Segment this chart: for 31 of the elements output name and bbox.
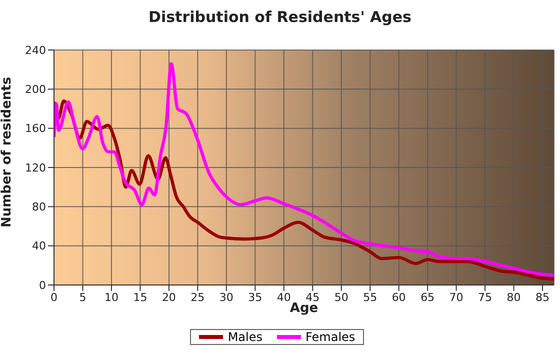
x-tick-label: 65 xyxy=(420,290,435,304)
y-axis-title: Number of residents xyxy=(0,76,15,228)
y-tick-label: 200 xyxy=(25,83,46,96)
x-tick-label: 40 xyxy=(276,290,291,304)
x-tick-label: 70 xyxy=(449,290,464,304)
x-tick-label: 75 xyxy=(478,290,492,304)
x-tick-label: 50 xyxy=(334,290,348,304)
x-tick-label: 10 xyxy=(104,290,118,304)
x-tick-label: 20 xyxy=(162,290,176,304)
x-tick-label: 35 xyxy=(248,290,262,304)
x-tick-label: 30 xyxy=(219,290,234,304)
y-tick-label: 120 xyxy=(25,161,46,174)
y-tick-label: 80 xyxy=(32,200,46,214)
x-tick-label: 85 xyxy=(536,290,550,304)
y-tick-label: 40 xyxy=(32,240,46,253)
x-tick-label: 60 xyxy=(392,290,406,304)
x-tick-label: 55 xyxy=(363,290,378,304)
chart-title: Distribution of Residents' Ages xyxy=(148,8,412,26)
x-tick-label: 45 xyxy=(306,290,320,304)
legend-label: Females xyxy=(306,330,356,344)
x-tick-label: 0 xyxy=(50,290,58,304)
y-tick-label: 0 xyxy=(39,278,46,292)
legend-label: Males xyxy=(228,330,263,344)
x-tick-label: 80 xyxy=(506,290,521,304)
x-tick-label: 15 xyxy=(133,290,148,304)
x-axis-title: Age xyxy=(290,301,318,316)
line-series xyxy=(54,62,554,277)
y-tick-label: 240 xyxy=(25,44,46,57)
x-tick-label: 5 xyxy=(79,290,86,304)
y-tick-label: 160 xyxy=(25,122,46,136)
x-tick-label: 25 xyxy=(190,290,205,304)
